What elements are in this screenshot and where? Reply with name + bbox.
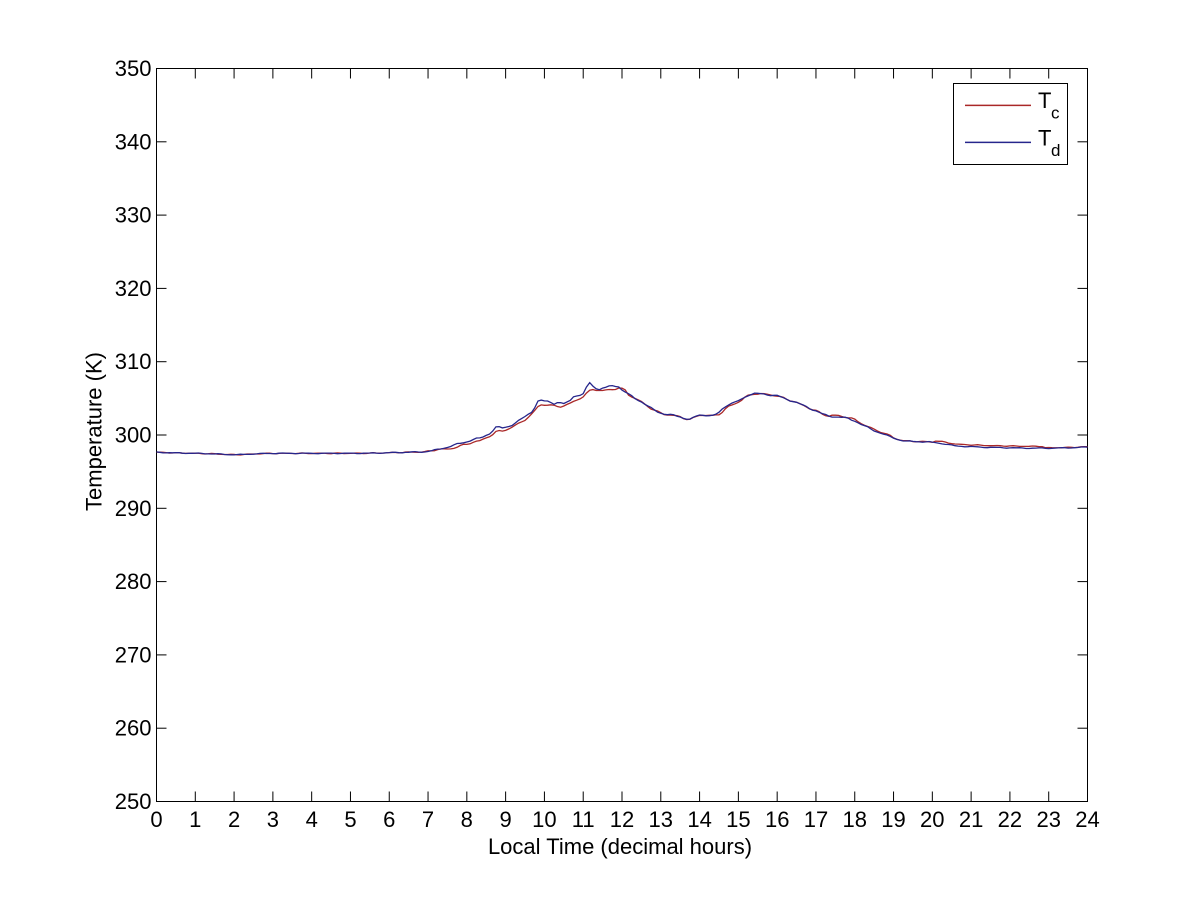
svg-text:18: 18 [843,807,867,832]
svg-text:320: 320 [115,276,152,301]
svg-text:17: 17 [804,807,828,832]
svg-text:d: d [1051,141,1060,160]
svg-text:280: 280 [115,569,152,594]
svg-text:11: 11 [572,807,595,832]
svg-text:270: 270 [115,642,152,667]
svg-text:21: 21 [959,807,983,832]
svg-text:310: 310 [115,349,152,374]
svg-text:24: 24 [1075,807,1099,832]
svg-text:2: 2 [228,807,240,832]
svg-text:16: 16 [765,807,789,832]
svg-text:330: 330 [115,203,152,228]
svg-text:Local Time (decimal hours): Local Time (decimal hours) [488,834,752,859]
svg-text:340: 340 [115,129,152,154]
svg-text:7: 7 [422,807,434,832]
svg-text:22: 22 [998,807,1022,832]
svg-text:14: 14 [687,807,711,832]
svg-text:3: 3 [267,807,279,832]
svg-text:350: 350 [115,56,152,81]
svg-text:0: 0 [150,807,162,832]
svg-text:19: 19 [881,807,905,832]
svg-text:15: 15 [726,807,750,832]
svg-text:20: 20 [920,807,944,832]
svg-text:250: 250 [115,789,152,814]
svg-text:290: 290 [115,496,152,521]
svg-text:13: 13 [649,807,673,832]
svg-text:4: 4 [306,807,318,832]
svg-text:300: 300 [115,423,152,448]
svg-text:9: 9 [499,807,511,832]
svg-text:23: 23 [1036,807,1060,832]
svg-text:c: c [1051,104,1060,123]
svg-text:12: 12 [610,807,634,832]
svg-text:6: 6 [383,807,395,832]
svg-text:T: T [1038,88,1051,113]
svg-text:1: 1 [189,807,201,832]
svg-text:10: 10 [532,807,556,832]
svg-text:8: 8 [461,807,473,832]
svg-text:5: 5 [344,807,356,832]
svg-text:T: T [1038,126,1051,151]
svg-text:260: 260 [115,716,152,741]
svg-text:Temperature (K): Temperature (K) [82,352,107,511]
